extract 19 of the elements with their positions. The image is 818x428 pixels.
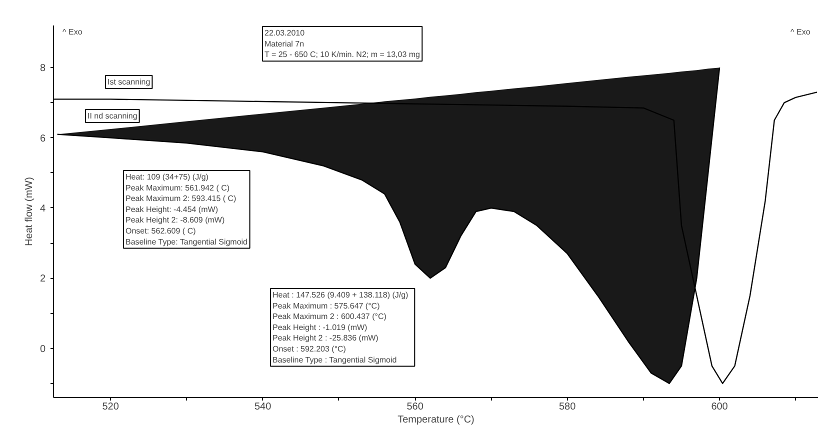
y-axis-title: Heat flow (mW) [24, 177, 35, 246]
series-label: II nd scanning [88, 112, 138, 120]
annotation: Heat: 109 (34+75) (J/g) Peak Maximum: 561.942 ( C) Peak Maximum 2: 593.415 ( C) Peak Height: -4.454 (mW) Peak Height 2: -8.609 (mW) Onset: 562.609 ( C) Baseline Type: Tangential Sigmoid [126, 172, 248, 246]
series-label: Ist scanning [108, 78, 150, 86]
annotation: Heat : 147.526 (9.409 + 138.118) (J/g) Peak Maximum : 575.647 (°C) Peak Maximum 2 : 600.437 (°C) Peak Height : -1.019 (mW) Peak Height 2 : -25.836 (mW) Onset : 592.203 (°C) Baseline Type : Tangential Sigmoid [272, 290, 409, 364]
x-tick-label: 600 [711, 402, 728, 412]
annotation: ^ Exo [62, 28, 83, 36]
x-tick-label: 580 [558, 402, 576, 412]
y-tick-label: 4 [40, 203, 46, 214]
annotation: 22.03.2010 Material 7n T = 25 - 650 C; 10 K/min. N2; m = 13,03 mg [264, 28, 420, 60]
x-tick-label: 560 [406, 402, 424, 412]
y-tick-label: 6 [40, 133, 46, 144]
x-tick-label: 540 [254, 402, 272, 412]
y-tick-label: 0 [40, 344, 46, 355]
y-tick-label: 8 [40, 63, 46, 74]
x-tick-label: 520 [102, 402, 120, 412]
y-tick-label: 2 [40, 274, 46, 285]
annotation: ^ Exo [790, 28, 811, 36]
x-axis-title: Temperature (°C) [398, 414, 474, 426]
